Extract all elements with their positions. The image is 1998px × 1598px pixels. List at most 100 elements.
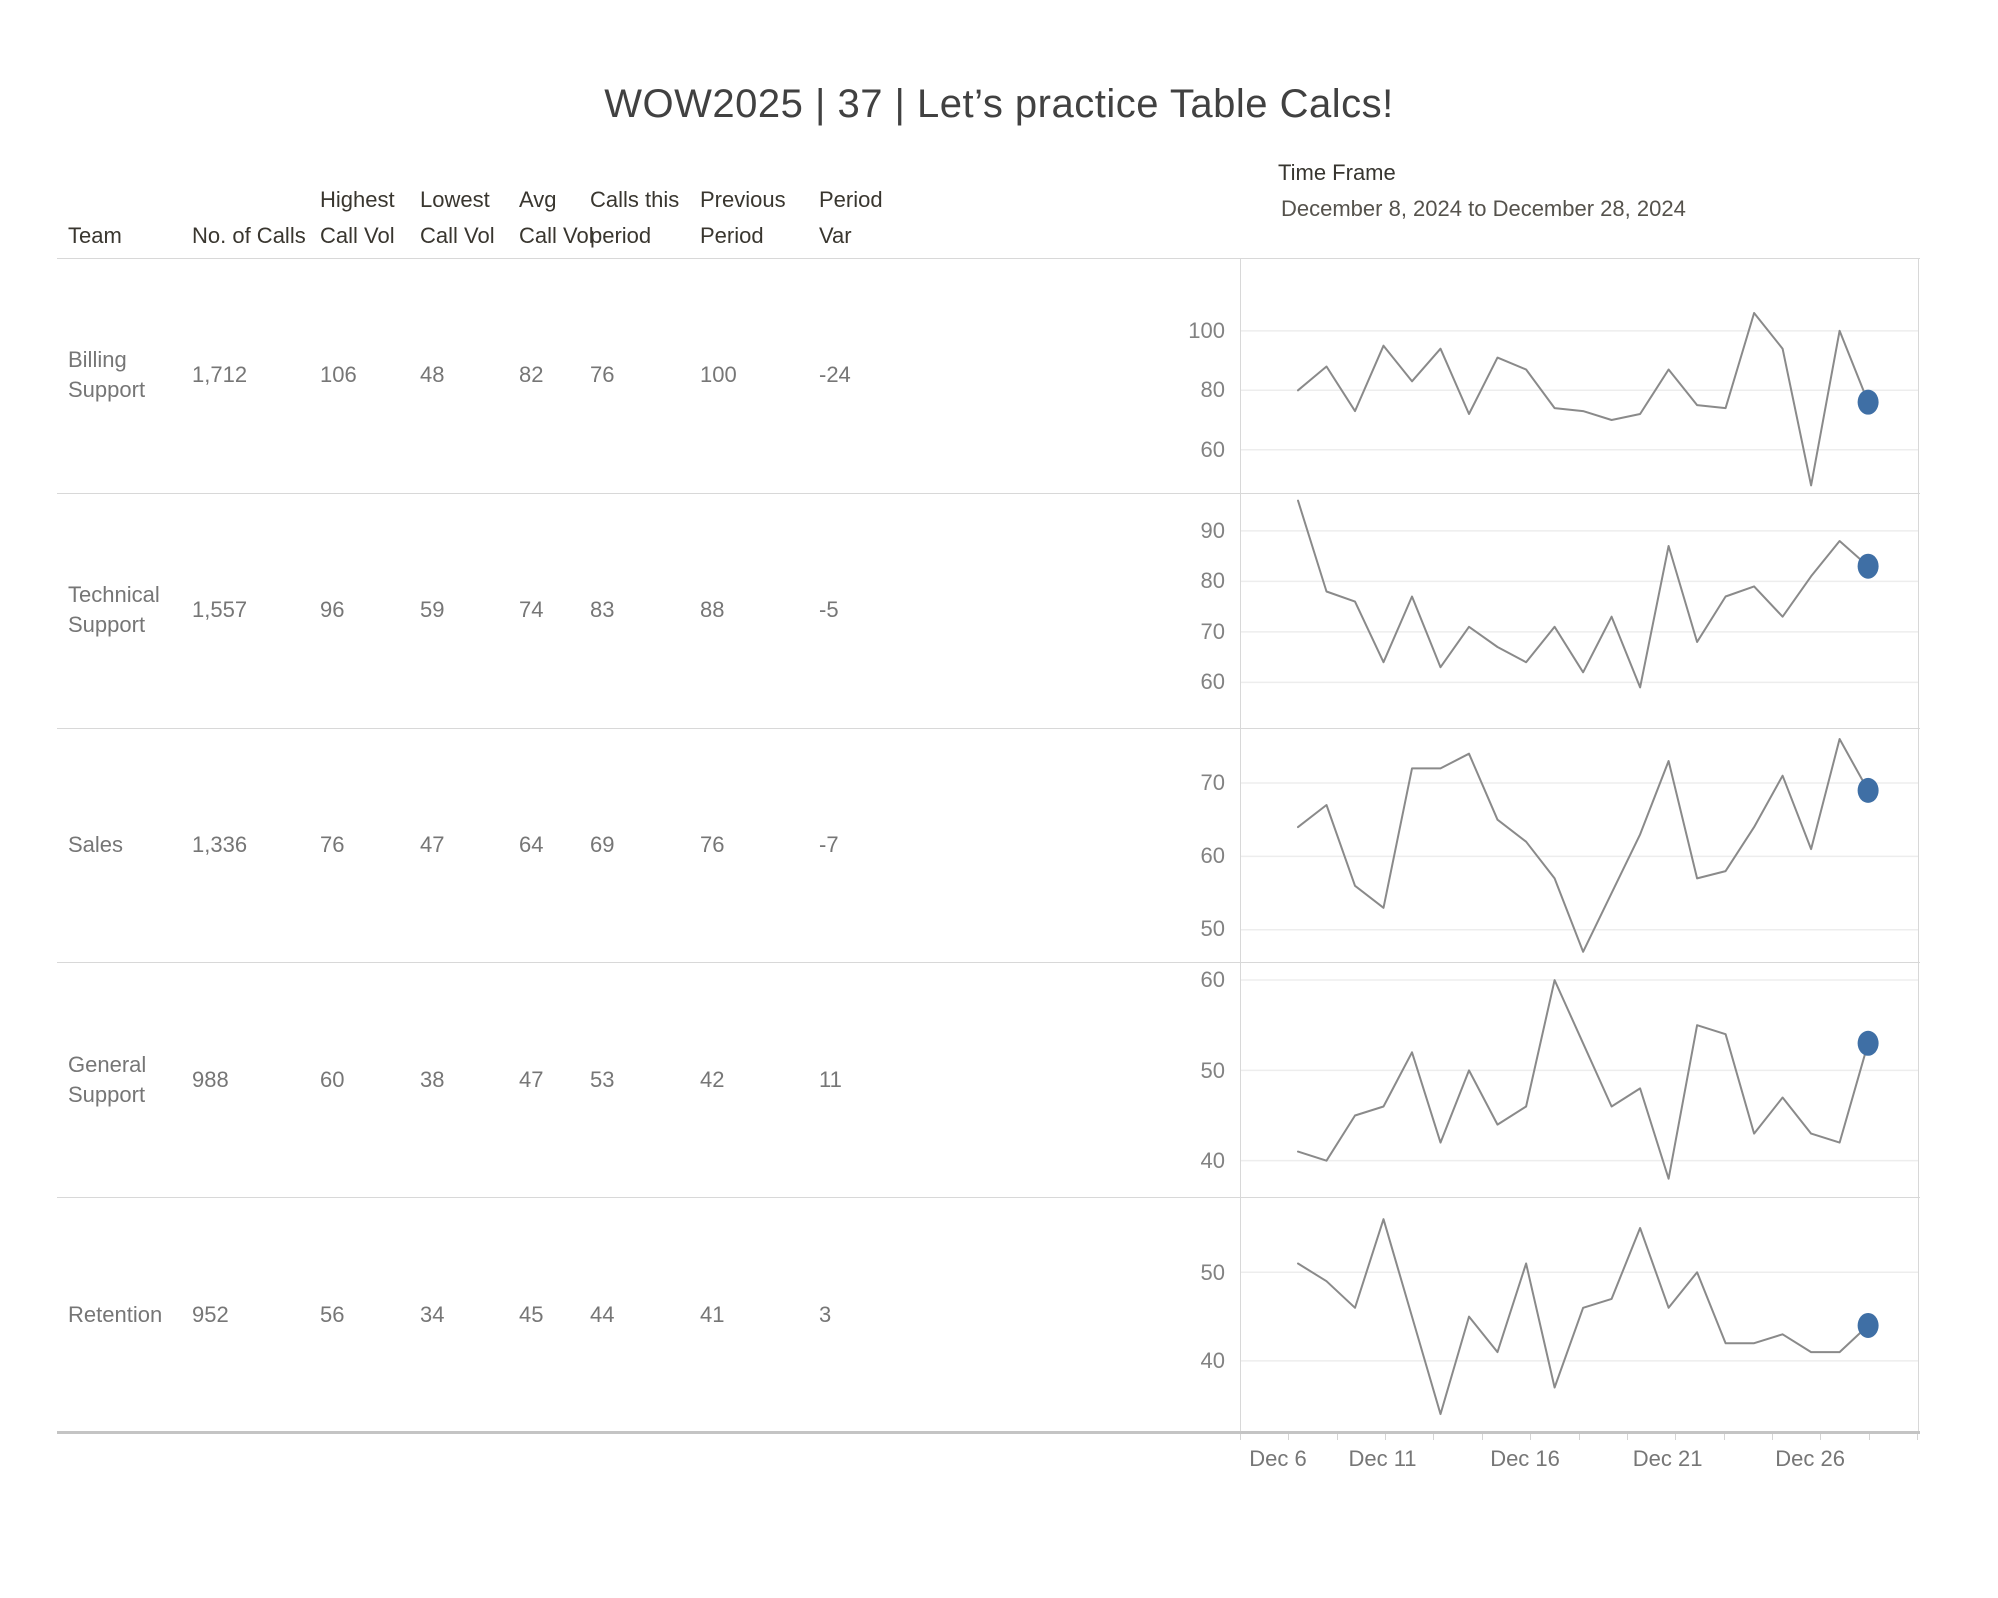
column-header-var: Period <box>819 187 883 212</box>
axis-tick <box>1626 1434 1628 1440</box>
axis-tick <box>1771 1434 1773 1440</box>
cell-calls: 952 <box>192 1301 229 1327</box>
cell-prev-period: 76 <box>700 831 725 857</box>
axis-tick <box>1723 1434 1725 1440</box>
cell-this-period: 44 <box>590 1301 615 1327</box>
y-axis-label: 80 <box>1200 377 1225 403</box>
row-separator <box>57 962 1920 964</box>
cell-calls: 1,557 <box>192 597 248 623</box>
cell-this-period: 83 <box>590 597 615 623</box>
last-point-dot[interactable] <box>1857 1031 1879 1057</box>
cell-lowest: 59 <box>420 597 445 623</box>
row-separator <box>57 492 1920 494</box>
row-separator <box>57 258 1920 259</box>
cell-lowest: 47 <box>420 831 445 857</box>
cell-calls: 1,336 <box>192 831 248 857</box>
cell-lowest: 38 <box>420 1066 445 1092</box>
sparkline-line[interactable] <box>1297 311 1870 487</box>
cell-highest: 106 <box>320 362 357 388</box>
column-header-call-vol: Call Vol <box>519 223 594 248</box>
cell-avg: 47 <box>519 1066 544 1092</box>
axis-tick <box>1530 1434 1532 1440</box>
sparkline-line[interactable] <box>1297 979 1870 1181</box>
column-header-call-vol: Call Vol <box>420 223 495 248</box>
axis-tick <box>1578 1434 1580 1440</box>
x-axis-label: Dec 21 <box>1632 1446 1703 1471</box>
y-axis-label: 50 <box>1200 1057 1225 1083</box>
cell-prev-period: 42 <box>700 1066 725 1092</box>
cell-var: -24 <box>819 362 851 388</box>
cell-var: 3 <box>819 1301 832 1327</box>
last-point-dot[interactable] <box>1857 553 1879 579</box>
table-row: Billing Support 1,712 106 48 82 76 100 -24 100 80… <box>0 258 1998 493</box>
sparkline-chart[interactable] <box>1240 1197 1919 1432</box>
axis-tick <box>1240 1434 1241 1440</box>
x-axis-label: Dec 11 <box>1348 1446 1417 1471</box>
sparkline-line[interactable] <box>1297 499 1870 689</box>
y-axis-label: 80 <box>1200 568 1225 594</box>
cell-highest: 56 <box>320 1301 345 1327</box>
table-row: Retention 952 56 34 45 44 41 3 50 40 <box>0 1197 1998 1432</box>
sparkline-chart[interactable] <box>1240 727 1919 963</box>
column-header-no-of-calls: No. of Calls <box>192 223 306 248</box>
y-axis-label: 60 <box>1200 967 1225 993</box>
y-axis-label: 50 <box>1200 1259 1225 1285</box>
cell-prev-period: 41 <box>700 1301 725 1327</box>
cell-avg: 74 <box>519 597 544 623</box>
cell-var: 11 <box>819 1066 842 1092</box>
axis-tick <box>1481 1434 1483 1440</box>
axis-tick <box>1433 1434 1435 1440</box>
cell-highest: 76 <box>320 831 345 857</box>
page-title: WOW2025 | 37 | Let’s practice Table Calc… <box>604 82 1394 126</box>
cell-prev-period: 100 <box>700 362 737 388</box>
y-axis-label: 90 <box>1200 517 1225 543</box>
cell-avg: 45 <box>519 1301 544 1327</box>
row-separator <box>57 1197 1920 1199</box>
cell-var: -7 <box>819 831 839 857</box>
column-header-period: Calls this <box>590 187 680 212</box>
axis-tick <box>1820 1434 1822 1440</box>
last-point-dot[interactable] <box>1857 389 1879 415</box>
timeframe-range: December 8, 2024 to December 28, 2024 <box>1281 196 1686 221</box>
cell-calls: 988 <box>192 1066 229 1092</box>
column-header-call-vol: Avg <box>519 187 557 212</box>
axis-tick <box>1917 1434 1918 1440</box>
cell-lowest: 48 <box>420 362 445 388</box>
sparkline-line[interactable] <box>1297 737 1870 953</box>
x-axis-label: Dec 16 <box>1490 1446 1560 1471</box>
sparkline-line[interactable] <box>1297 1218 1870 1416</box>
column-header-period: period <box>590 223 652 248</box>
cell-highest: 96 <box>320 597 345 623</box>
axis-tick <box>1288 1434 1290 1440</box>
cell-team: Sales <box>68 831 124 857</box>
axis-tick <box>1385 1434 1387 1440</box>
cell-var: -5 <box>819 597 839 623</box>
cell-avg: 64 <box>519 831 544 857</box>
sparkline-chart[interactable] <box>1240 492 1919 728</box>
y-axis-label: 60 <box>1200 843 1225 868</box>
sparkline-chart[interactable] <box>1240 962 1919 1198</box>
axis-tick <box>1336 1434 1338 1440</box>
y-axis-label: 40 <box>1200 1348 1225 1374</box>
table-row: Technical Support 1,557 96 59 74 83 88 -5 90 80 70… <box>0 492 1998 728</box>
cell-prev-period: 88 <box>700 597 725 623</box>
last-point-dot[interactable] <box>1857 777 1879 803</box>
y-axis-label: 60 <box>1200 436 1225 462</box>
sparkline-chart[interactable] <box>1240 258 1919 493</box>
axis-tick <box>1868 1434 1870 1440</box>
column-header-period: Previous <box>700 187 786 212</box>
column-header-call-vol: Highest <box>320 187 395 212</box>
y-axis-label: 60 <box>1200 669 1225 695</box>
cell-this-period: 76 <box>590 362 615 388</box>
x-axis-label: Dec 6 <box>1249 1446 1307 1471</box>
x-axis-label: Dec 26 <box>1775 1446 1845 1471</box>
cell-team: General Support <box>68 1051 147 1107</box>
last-point-dot[interactable] <box>1857 1313 1879 1339</box>
cell-team: Technical Support <box>68 582 160 638</box>
timeframe-label: Time Frame <box>1278 160 1396 185</box>
column-header-team: Team <box>68 223 122 248</box>
cell-avg: 82 <box>519 362 544 388</box>
table-row: Sales 1,336 76 47 64 69 76 -7 70 60 50 <box>0 727 1998 963</box>
cell-this-period: 53 <box>590 1066 615 1092</box>
